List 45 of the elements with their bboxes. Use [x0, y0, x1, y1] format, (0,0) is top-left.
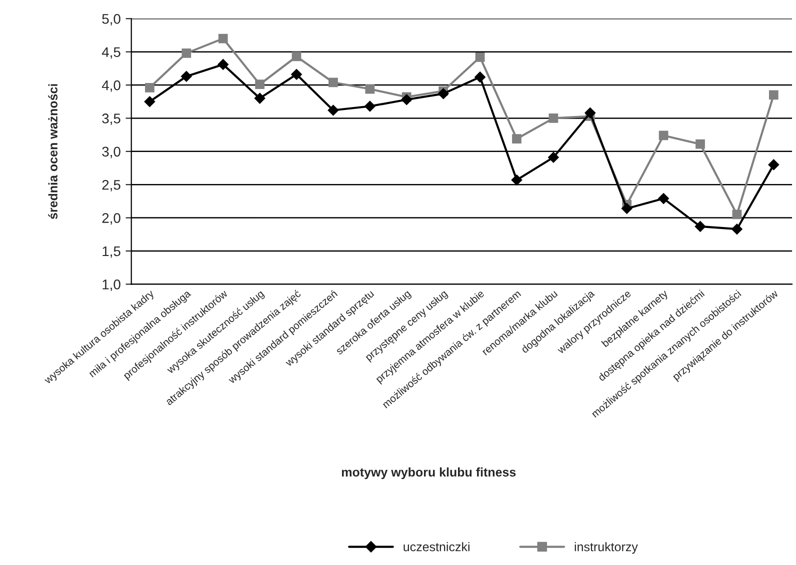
point: [696, 139, 705, 149]
point: [732, 210, 742, 220]
point: [658, 130, 668, 140]
point: [768, 90, 778, 100]
point: [144, 96, 156, 108]
point: [255, 80, 264, 90]
point: [511, 174, 522, 186]
point: [364, 100, 376, 112]
y-tick-label: 2,5: [102, 180, 120, 192]
point: [365, 84, 375, 94]
point: [254, 92, 266, 104]
point: [548, 152, 559, 163]
point: [732, 224, 742, 235]
point: [548, 114, 558, 123]
point: [291, 68, 302, 80]
point: [621, 203, 632, 214]
y-tick-label: 3,5: [102, 114, 120, 126]
point: [328, 78, 338, 88]
point: [218, 59, 229, 70]
point: [401, 94, 412, 106]
point: [658, 193, 669, 204]
point: [328, 104, 339, 116]
y-axis-title: średnia ocen ważności: [48, 84, 58, 220]
point: [512, 134, 522, 144]
point: [475, 52, 485, 62]
legend-label: uczestniczki: [404, 542, 470, 552]
y-tick-label: 4,0: [102, 80, 120, 92]
point: [438, 88, 449, 100]
point: [180, 70, 192, 82]
y-tick-label: 3,0: [102, 146, 120, 158]
point: [768, 159, 780, 170]
y-tick-label: 1,0: [102, 280, 120, 292]
y-tick-label: 5,0: [102, 14, 120, 26]
y-tick-label: 4,5: [102, 47, 120, 59]
legend-label: instruktorzy: [574, 542, 638, 554]
point: [218, 34, 228, 44]
point: [292, 52, 302, 62]
point: [182, 48, 192, 58]
x-axis-title: motywy wyboru klubu fitness: [342, 467, 516, 480]
y-tick-label: 2,0: [102, 213, 120, 225]
point: [584, 107, 596, 118]
point: [145, 83, 154, 92]
point: [694, 221, 706, 232]
point: [474, 72, 486, 82]
y-tick-label: 1,5: [102, 246, 120, 258]
